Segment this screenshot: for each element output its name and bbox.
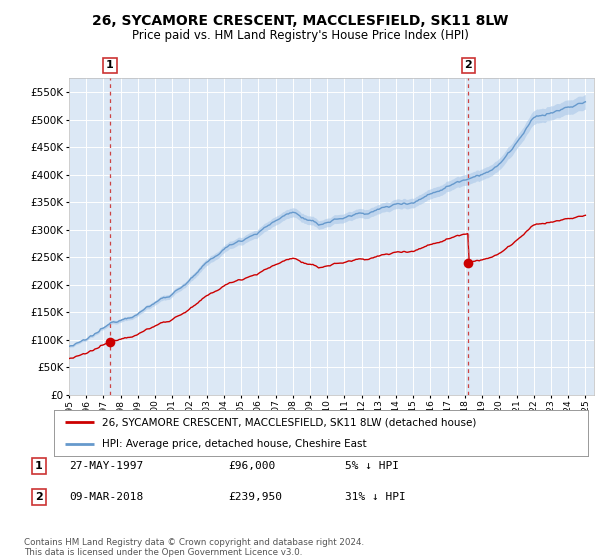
Text: 27-MAY-1997: 27-MAY-1997 bbox=[69, 461, 143, 471]
Text: 1: 1 bbox=[106, 60, 114, 71]
Text: 2: 2 bbox=[464, 60, 472, 71]
Text: HPI: Average price, detached house, Cheshire East: HPI: Average price, detached house, Ches… bbox=[102, 439, 367, 449]
Text: 5% ↓ HPI: 5% ↓ HPI bbox=[345, 461, 399, 471]
Text: 1: 1 bbox=[35, 461, 43, 471]
Text: 26, SYCAMORE CRESCENT, MACCLESFIELD, SK11 8LW (detached house): 26, SYCAMORE CRESCENT, MACCLESFIELD, SK1… bbox=[102, 417, 476, 427]
Text: 31% ↓ HPI: 31% ↓ HPI bbox=[345, 492, 406, 502]
Text: 26, SYCAMORE CRESCENT, MACCLESFIELD, SK11 8LW: 26, SYCAMORE CRESCENT, MACCLESFIELD, SK1… bbox=[92, 14, 508, 28]
Text: Contains HM Land Registry data © Crown copyright and database right 2024.
This d: Contains HM Land Registry data © Crown c… bbox=[24, 538, 364, 557]
Text: £96,000: £96,000 bbox=[228, 461, 275, 471]
Text: 09-MAR-2018: 09-MAR-2018 bbox=[69, 492, 143, 502]
Text: 2: 2 bbox=[35, 492, 43, 502]
Text: £239,950: £239,950 bbox=[228, 492, 282, 502]
Text: Price paid vs. HM Land Registry's House Price Index (HPI): Price paid vs. HM Land Registry's House … bbox=[131, 29, 469, 42]
